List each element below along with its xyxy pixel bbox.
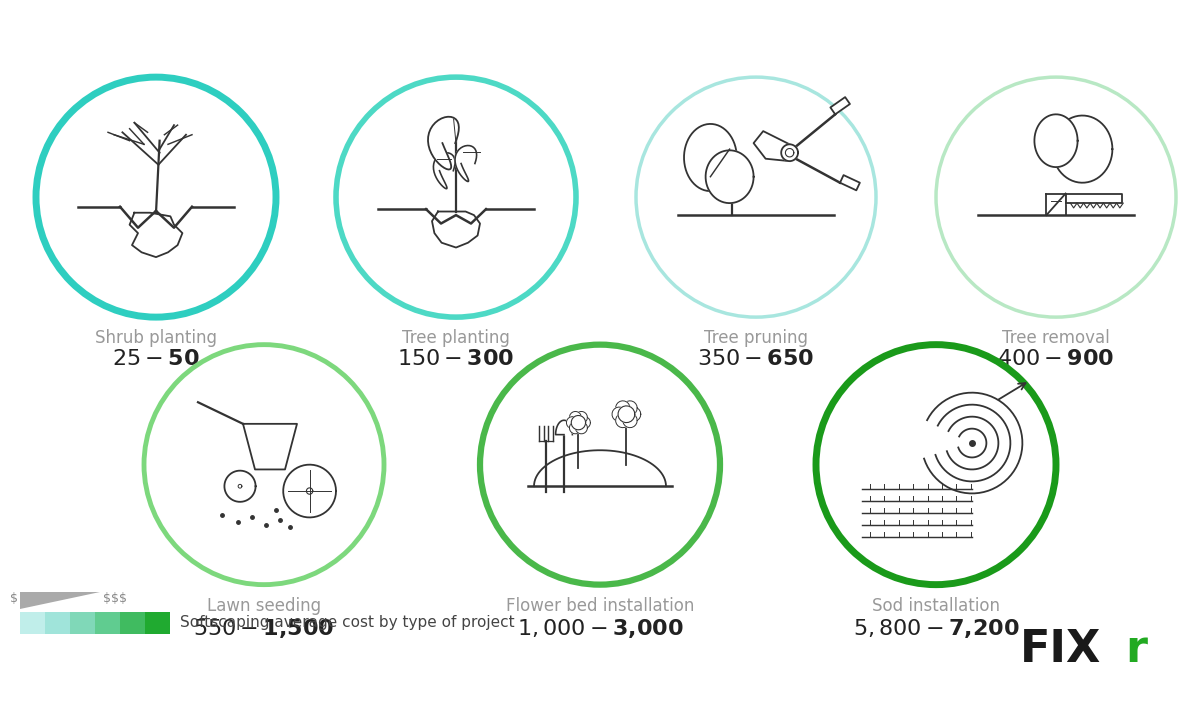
Bar [95,612,120,634]
Text: $: $ [10,593,18,605]
Polygon shape [706,151,754,203]
Polygon shape [840,175,860,190]
Polygon shape [242,424,298,470]
Polygon shape [1066,194,1122,203]
Polygon shape [623,401,637,415]
Text: $5,800 - $7,200: $5,800 - $7,200 [853,617,1019,640]
Polygon shape [283,465,336,517]
Polygon shape [781,144,798,161]
Polygon shape [224,471,256,502]
Polygon shape [534,451,666,486]
Text: FIX: FIX [1020,627,1102,670]
Text: r: r [1126,627,1147,670]
Polygon shape [556,420,572,434]
Polygon shape [754,131,790,161]
Text: $550 - $1,500: $550 - $1,500 [193,617,335,640]
Text: $400 - $900: $400 - $900 [997,349,1115,369]
Polygon shape [428,117,458,170]
Text: Tree removal: Tree removal [1002,329,1110,347]
Polygon shape [570,411,581,423]
Text: $150 - $300: $150 - $300 [397,349,515,369]
Polygon shape [578,417,590,429]
Polygon shape [684,124,737,191]
Polygon shape [830,97,850,114]
Polygon shape [576,411,588,423]
Polygon shape [618,406,635,422]
Bar [20,612,46,634]
Polygon shape [20,592,100,609]
Text: Sod installation: Sod installation [872,596,1000,615]
Text: Tree pruning: Tree pruning [704,329,808,347]
Text: $350 - $650: $350 - $650 [697,349,815,369]
Polygon shape [616,401,630,415]
Text: $$$: $$$ [103,593,127,605]
Polygon shape [626,407,641,422]
Bar [145,612,170,634]
Polygon shape [566,417,578,429]
Polygon shape [1052,115,1112,183]
Bar [70,612,95,634]
Text: Tree planting: Tree planting [402,329,510,347]
Polygon shape [623,413,637,427]
Text: Lawn seeding: Lawn seeding [206,596,322,615]
Text: $1,000 - $3,000: $1,000 - $3,000 [517,617,683,640]
Polygon shape [612,407,626,422]
Text: Flower bed installation: Flower bed installation [506,596,694,615]
Polygon shape [455,146,476,182]
Polygon shape [616,413,630,427]
Polygon shape [571,415,586,430]
Polygon shape [1034,114,1078,167]
Text: $25 - $50: $25 - $50 [112,349,200,369]
Text: Softscaping average cost by type of project: Softscaping average cost by type of proj… [180,615,515,631]
Polygon shape [433,153,455,189]
Bar [46,612,70,634]
Text: Shrub planting: Shrub planting [95,329,217,347]
Polygon shape [576,422,588,434]
Bar [120,612,145,634]
Polygon shape [570,422,581,434]
